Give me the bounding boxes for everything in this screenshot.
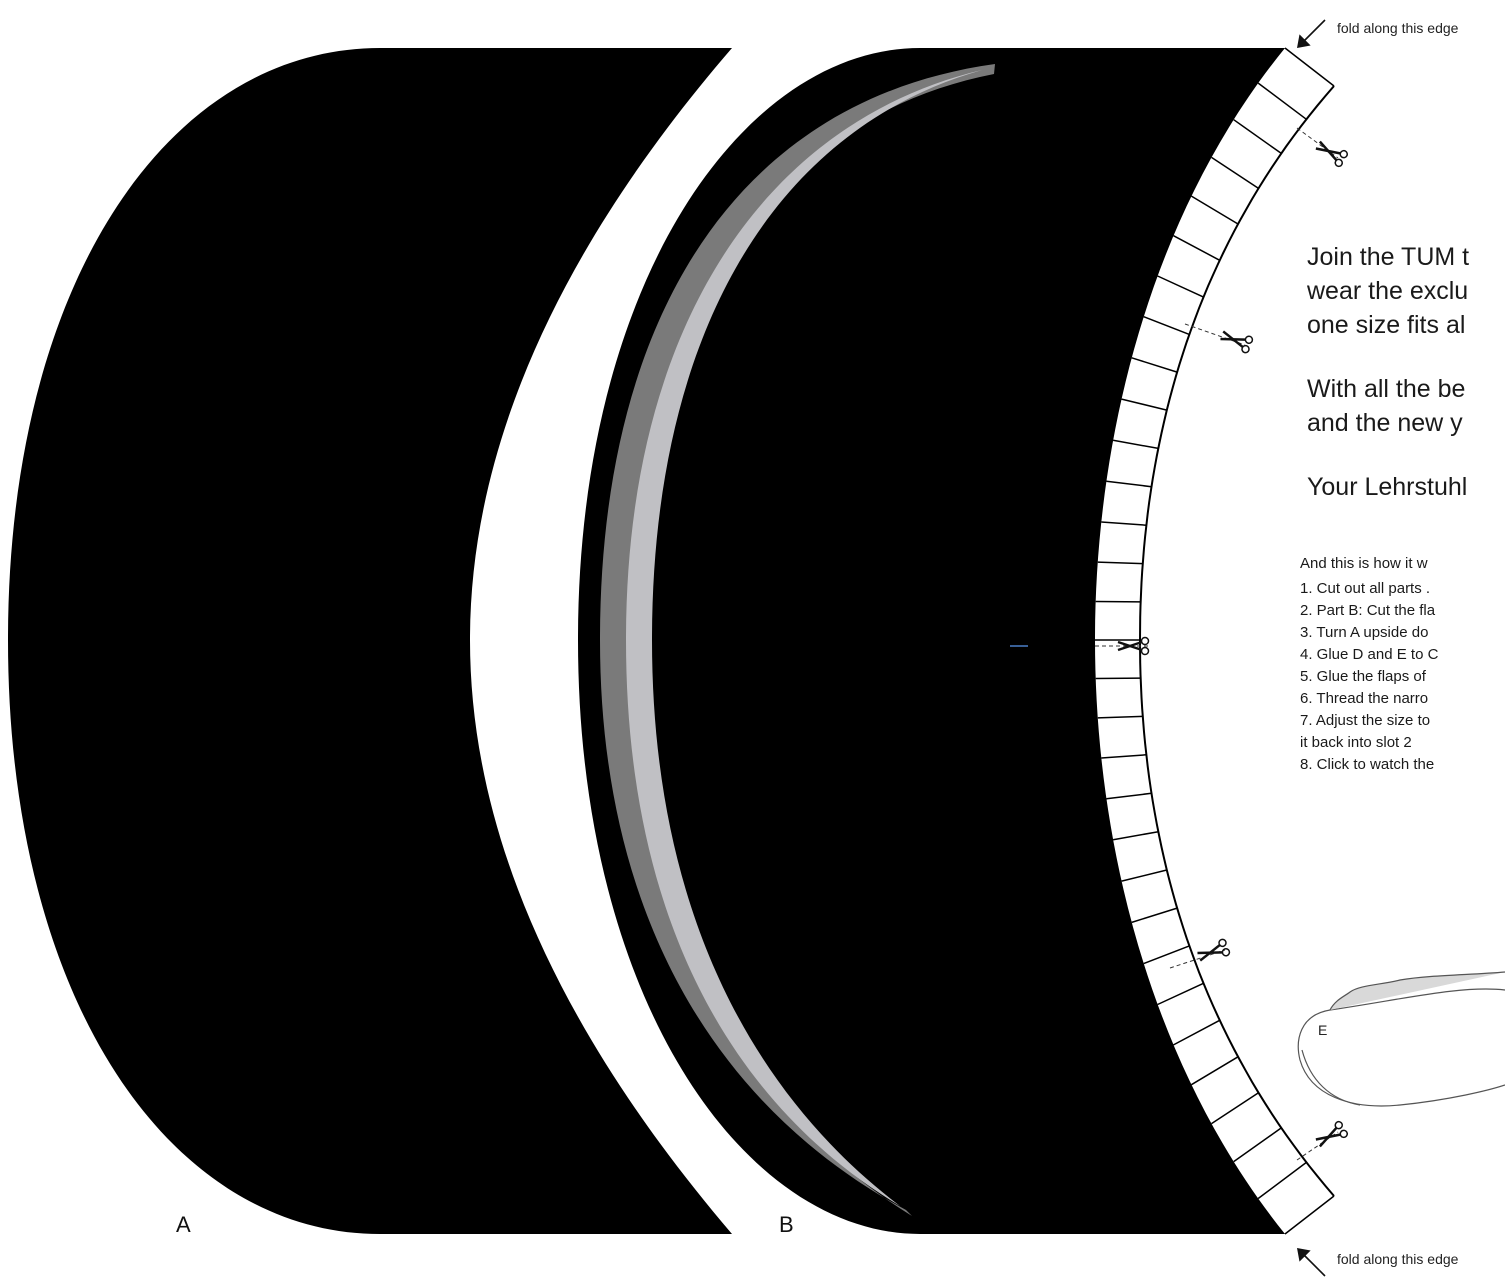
scissors-icon: [1315, 1120, 1349, 1148]
message-line-3: one size fits al: [1307, 311, 1466, 339]
flap-divider: [1233, 1127, 1282, 1163]
message-line-4: With all the be: [1307, 375, 1466, 403]
instruction-step: 6. Thread the narro: [1300, 690, 1429, 707]
flap-divider: [1106, 480, 1152, 488]
instruction-step: 4. Glue D and E to C: [1300, 646, 1439, 663]
flap-divider: [1106, 792, 1152, 800]
instruction-step: 3. Turn A upside do: [1300, 624, 1429, 641]
flap-end-cap: [1284, 47, 1335, 87]
flap-divider: [1112, 439, 1159, 450]
instruction-step: 1. Cut out all parts .: [1300, 580, 1431, 597]
flap-divider: [1257, 1161, 1307, 1200]
flap-divider: [1121, 869, 1167, 882]
instruction-step: it back into slot 2: [1300, 734, 1412, 751]
flap-divider: [1173, 1019, 1221, 1046]
part-b-shape: [578, 48, 1285, 1234]
message-line-6: Your Lehrstuhl: [1307, 473, 1468, 501]
flap-divider: [1131, 357, 1178, 373]
flap-divider: [1143, 316, 1190, 336]
flap-divider: [1143, 945, 1190, 965]
flap-divider: [1097, 561, 1143, 565]
part-e-label: E: [1318, 1022, 1328, 1038]
fold-note-bottom: fold along this edge: [1337, 1251, 1459, 1267]
flap-divider: [1191, 1056, 1239, 1086]
instructions-heading: And this is how it w: [1300, 555, 1428, 572]
flap-divider: [1157, 982, 1204, 1006]
flap-strip: [1095, 47, 1335, 1235]
flap-divider: [1191, 195, 1239, 225]
instruction-step: 8. Click to watch the: [1300, 756, 1435, 773]
instruction-step: 2. Part B: Cut the fla: [1300, 602, 1436, 619]
scissors-icon: [1197, 938, 1231, 962]
flap-divider: [1173, 235, 1221, 261]
message-line-2: wear the exclu: [1307, 277, 1469, 305]
flap-divider: [1211, 1092, 1259, 1125]
flap-divider: [1233, 119, 1282, 155]
flap-divider: [1157, 275, 1204, 298]
arrow-icon: [1297, 1248, 1326, 1277]
flap-divider: [1101, 754, 1147, 759]
instruction-step: 7. Adjust the size to: [1300, 712, 1431, 729]
scissors-icon: [1220, 330, 1254, 354]
flap-end-cap: [1284, 1195, 1335, 1235]
flap-divider: [1131, 907, 1178, 924]
assembly-illustration: [1297, 971, 1505, 1107]
fold-note-top: fold along this edge: [1337, 20, 1459, 36]
flap-divider: [1097, 715, 1143, 719]
flap-divider: [1101, 521, 1147, 526]
message-line-5: and the new y: [1307, 409, 1463, 437]
flap-divider: [1257, 82, 1307, 120]
scissors-icon: [1117, 636, 1150, 656]
scissors-icon: [1315, 140, 1349, 168]
flap-divider: [1211, 156, 1259, 190]
part-a-label: A: [176, 1212, 191, 1237]
flap-divider: [1112, 830, 1159, 841]
arrow-icon: [1297, 19, 1326, 48]
flap-divider: [1121, 398, 1167, 411]
part-b-label: B: [779, 1212, 794, 1237]
message-line-1: Join the TUM t: [1307, 243, 1470, 271]
instruction-step: 5. Glue the flaps of: [1300, 668, 1426, 685]
part-a-shape: [8, 48, 732, 1234]
